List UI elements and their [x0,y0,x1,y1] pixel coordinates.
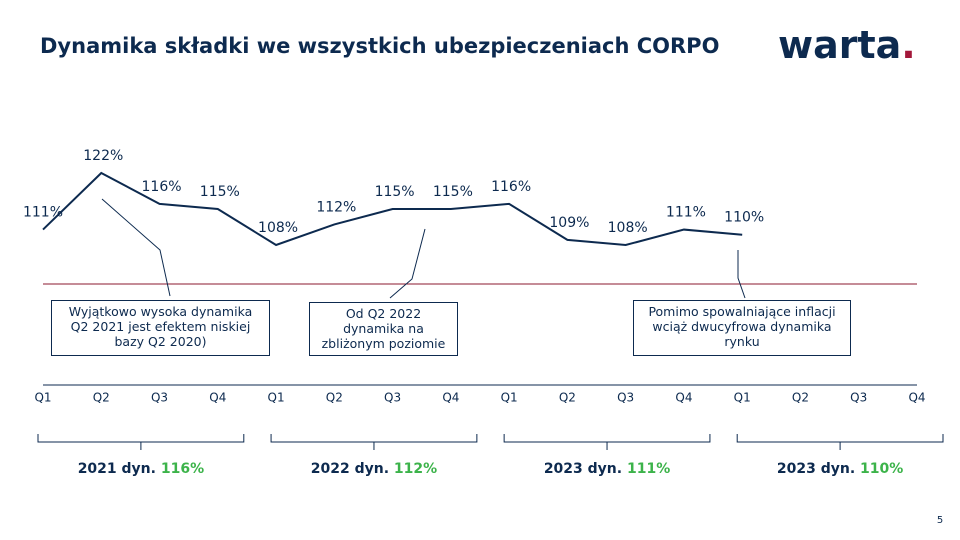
year-summary-label: 2022 dyn. [311,461,389,477]
year-bracket [270,434,478,450]
year-summary-label: 2023 dyn. [544,461,622,477]
x-tick-label: Q3 [384,391,401,405]
data-label: 111% [666,205,706,221]
year-summary-value: 111% [627,461,670,477]
year-summary-value: 112% [394,461,437,477]
year-summary: 2023 dyn. 110% [777,461,903,477]
x-tick-label: Q2 [326,391,343,405]
year-summary-value: 116% [161,461,204,477]
x-tick-label: Q2 [93,391,110,405]
annotation: Wyjątkowo wysoka dynamika Q2 2021 jest e… [51,300,270,356]
x-tick-label: Q3 [850,391,867,405]
logo-dot: . [901,23,915,67]
slide-title: Dynamika składki we wszystkich ubezpiecz… [40,34,719,58]
annotation: Pomimo spowalniające inflacji wciąż dwuc… [633,300,851,356]
data-label: 116% [142,179,182,195]
data-label: 111% [23,205,63,221]
data-label: 109% [549,215,589,231]
x-tick-label: Q3 [617,391,634,405]
series-line [42,171,743,247]
x-tick-label: Q2 [559,391,576,405]
year-summary-label: 2023 dyn. [777,461,855,477]
annotation: Od Q2 2022 dynamika na zbliżonym poziomi… [309,302,458,356]
x-tick-label: Q4 [908,391,925,405]
data-label: 116% [491,179,531,195]
connector [389,228,426,299]
year-bracket [37,434,245,450]
year-summary: 2023 dyn. 111% [544,461,670,477]
x-tick-label: Q2 [792,391,809,405]
data-label: 115% [375,184,415,200]
data-label: 112% [316,199,356,215]
x-tick-label: Q3 [151,391,168,405]
year-bracket [503,434,711,450]
x-tick-label: Q4 [209,391,226,405]
data-label: 115% [433,184,473,200]
logo-text: warta [778,23,901,67]
connector [737,250,746,299]
x-tick-label: Q1 [734,391,751,405]
data-label: 110% [724,210,764,226]
year-summary-label: 2021 dyn. [78,461,156,477]
data-label: 108% [258,220,298,236]
x-tick-label: Q4 [675,391,692,405]
x-tick-label: Q1 [268,391,285,405]
x-tick-label: Q1 [34,391,51,405]
x-tick-label: Q1 [501,391,518,405]
data-label: 108% [608,220,648,236]
x-tick-label: Q4 [442,391,459,405]
data-label: 115% [200,184,240,200]
year-summary: 2021 dyn. 116% [78,461,204,477]
data-label: 122% [83,148,123,164]
year-summary-value: 110% [860,461,903,477]
year-summary: 2022 dyn. 112% [311,461,437,477]
page-number: 5 [937,515,943,526]
year-bracket [736,434,944,450]
connector [101,198,171,297]
logo: warta. [778,23,916,67]
